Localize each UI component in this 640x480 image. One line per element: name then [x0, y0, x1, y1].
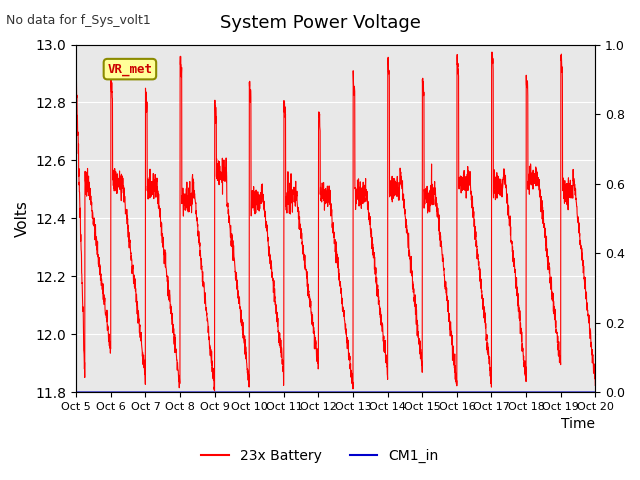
23x Battery	[72, 62, 80, 68]
Legend: 23x Battery, CM1_in: 23x Battery, CM1_in	[196, 443, 444, 468]
Text: No data for f_Sys_volt1: No data for f_Sys_volt1	[6, 14, 151, 27]
CM1_in	[271, 389, 279, 395]
Text: System Power Voltage: System Power Voltage	[220, 14, 420, 33]
23x Battery	[163, 266, 170, 272]
23x Battery	[591, 383, 599, 388]
CM1_in	[163, 389, 170, 395]
CM1_in	[591, 389, 599, 395]
Y-axis label: Volts: Volts	[15, 200, 30, 237]
23x Battery	[132, 288, 140, 294]
23x Battery	[582, 280, 589, 286]
CM1_in	[72, 389, 80, 395]
CM1_in	[581, 389, 589, 395]
CM1_in	[294, 389, 301, 395]
CM1_in	[525, 389, 533, 395]
Line: 23x Battery: 23x Battery	[76, 52, 595, 391]
23x Battery	[271, 299, 279, 305]
23x Battery	[294, 209, 302, 215]
CM1_in	[132, 389, 140, 395]
23x Battery	[525, 163, 533, 169]
23x Battery	[488, 49, 496, 55]
Text: VR_met: VR_met	[108, 62, 152, 76]
23x Battery	[211, 388, 218, 394]
X-axis label: Time: Time	[561, 418, 595, 432]
